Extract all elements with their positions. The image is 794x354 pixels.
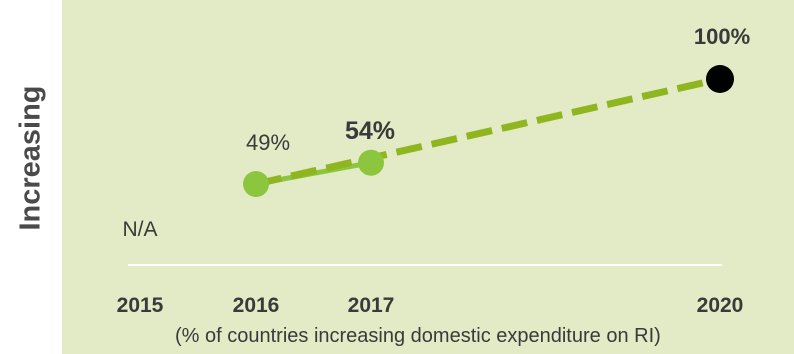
x-tick-label: 2017 — [348, 294, 395, 317]
na-annotation: N/A — [122, 218, 157, 241]
x-tick-label: 2015 — [117, 294, 164, 317]
x-tick-label: 2020 — [697, 294, 744, 317]
actual-data-point — [243, 171, 269, 197]
data-label: 49% — [246, 130, 290, 155]
target-data-point — [706, 65, 734, 93]
target-line — [255, 75, 721, 188]
actual-data-point — [358, 149, 384, 176]
x-tick-label: 2016 — [233, 294, 280, 317]
data-label: 100% — [694, 24, 750, 49]
chart-caption: (% of countries increasing domestic expe… — [175, 325, 661, 347]
data-label: 54% — [345, 117, 395, 145]
chart-background — [62, 0, 794, 354]
